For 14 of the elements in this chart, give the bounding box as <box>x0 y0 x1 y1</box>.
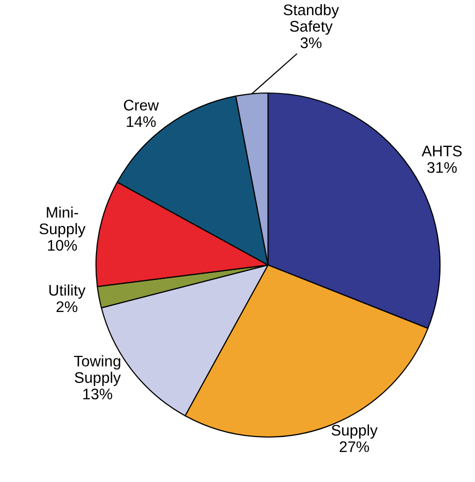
slice-label: Towing Supply <box>74 355 121 386</box>
slice-label: Mini- Supply <box>40 206 86 238</box>
slice-label: AHTS <box>422 146 462 156</box>
data-label: 14% <box>126 116 156 127</box>
slice-label: Crew <box>124 100 159 111</box>
slice-label: Utility <box>49 284 86 299</box>
slice-label: Standby Safety <box>284 4 340 35</box>
data-label: 27% <box>340 441 370 452</box>
data-label: 31% <box>427 162 457 173</box>
data-label: 3% <box>300 37 322 48</box>
data-label: 10% <box>48 240 77 251</box>
data-label: 2% <box>56 301 78 312</box>
slice-label: Supply <box>332 424 378 439</box>
data-label: 13% <box>83 388 112 400</box>
